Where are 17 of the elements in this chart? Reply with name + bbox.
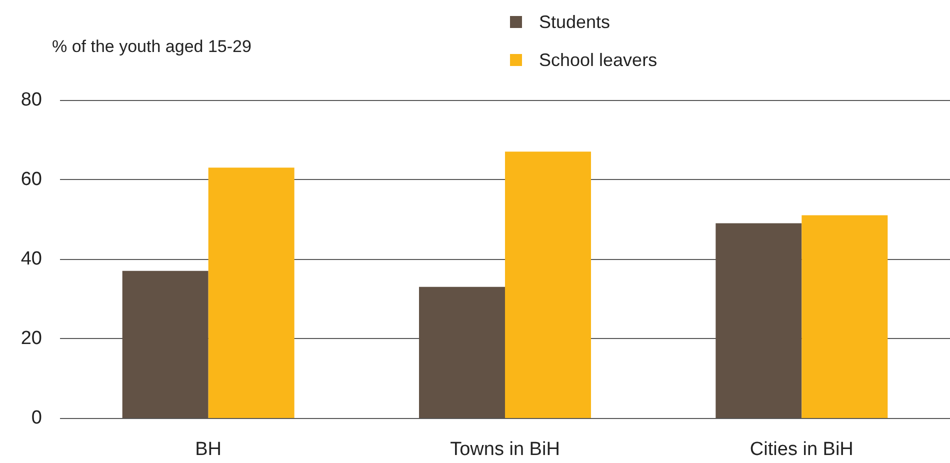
bar <box>802 215 888 418</box>
y-tick-label: 40 <box>20 248 42 270</box>
x-tick-label: Cities in BiH <box>750 439 854 460</box>
bar <box>716 223 802 418</box>
y-tick-label: 20 <box>20 328 42 349</box>
y-tick-label: 0 <box>31 408 42 428</box>
legend-label: Students <box>539 12 610 32</box>
y-axis-title: % of the youth aged 15-29 <box>52 37 252 56</box>
x-tick-label: BH <box>195 439 222 460</box>
legend-label: School leavers <box>539 50 658 70</box>
bar <box>419 286 505 418</box>
y-tick-label: 80 <box>20 90 42 110</box>
bar <box>208 168 294 418</box>
bar <box>122 270 208 418</box>
x-tick-label: Towns in BiH <box>450 439 560 460</box>
bar <box>505 152 591 418</box>
y-tick-label: 60 <box>20 169 42 190</box>
